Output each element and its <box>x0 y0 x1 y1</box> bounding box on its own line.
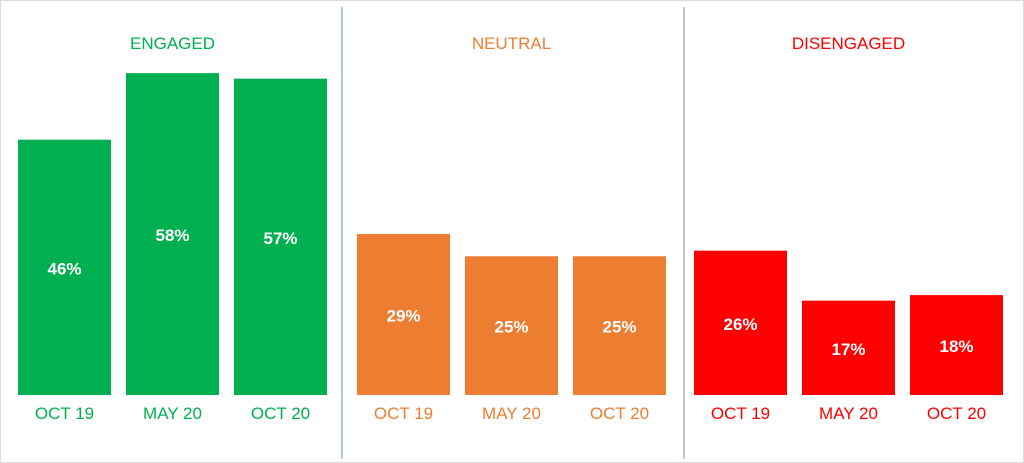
category-label-engaged-1: OCT 19 <box>35 404 94 423</box>
panel-title-engaged: ENGAGED <box>130 34 215 53</box>
category-label-neutral-1: OCT 19 <box>374 404 433 423</box>
data-label-neutral-2: 25% <box>494 318 528 337</box>
category-label-engaged-2: MAY 20 <box>143 404 202 423</box>
data-label-neutral-3: 25% <box>602 318 636 337</box>
data-label-disengaged-1: 26% <box>723 315 757 334</box>
bar-neutral-2 <box>465 256 558 395</box>
bar-disengaged-1 <box>694 250 787 395</box>
bar-disengaged-3 <box>910 295 1003 395</box>
data-label-engaged-2: 58% <box>155 226 189 245</box>
bar-engaged-2 <box>126 73 219 395</box>
bar-neutral-3 <box>573 256 666 395</box>
panel-title-disengaged: DISENGAGED <box>792 34 905 53</box>
data-label-engaged-1: 46% <box>47 259 81 278</box>
category-label-neutral-3: OCT 20 <box>590 404 649 423</box>
category-label-neutral-2: MAY 20 <box>482 404 541 423</box>
category-label-disengaged-3: OCT 20 <box>927 404 986 423</box>
bar-engaged-1 <box>18 139 111 395</box>
data-label-disengaged-3: 18% <box>939 337 973 356</box>
bar-engaged-3 <box>234 78 327 396</box>
category-label-disengaged-2: MAY 20 <box>819 404 878 423</box>
bar-disengaged-2 <box>802 300 895 395</box>
bar-neutral-1 <box>357 234 450 395</box>
data-label-disengaged-2: 17% <box>831 340 865 359</box>
category-label-engaged-3: OCT 20 <box>251 404 310 423</box>
data-label-engaged-3: 57% <box>263 229 297 248</box>
data-label-neutral-1: 29% <box>386 307 420 326</box>
panel-title-neutral: NEUTRAL <box>472 34 551 53</box>
category-label-disengaged-1: OCT 19 <box>711 404 770 423</box>
